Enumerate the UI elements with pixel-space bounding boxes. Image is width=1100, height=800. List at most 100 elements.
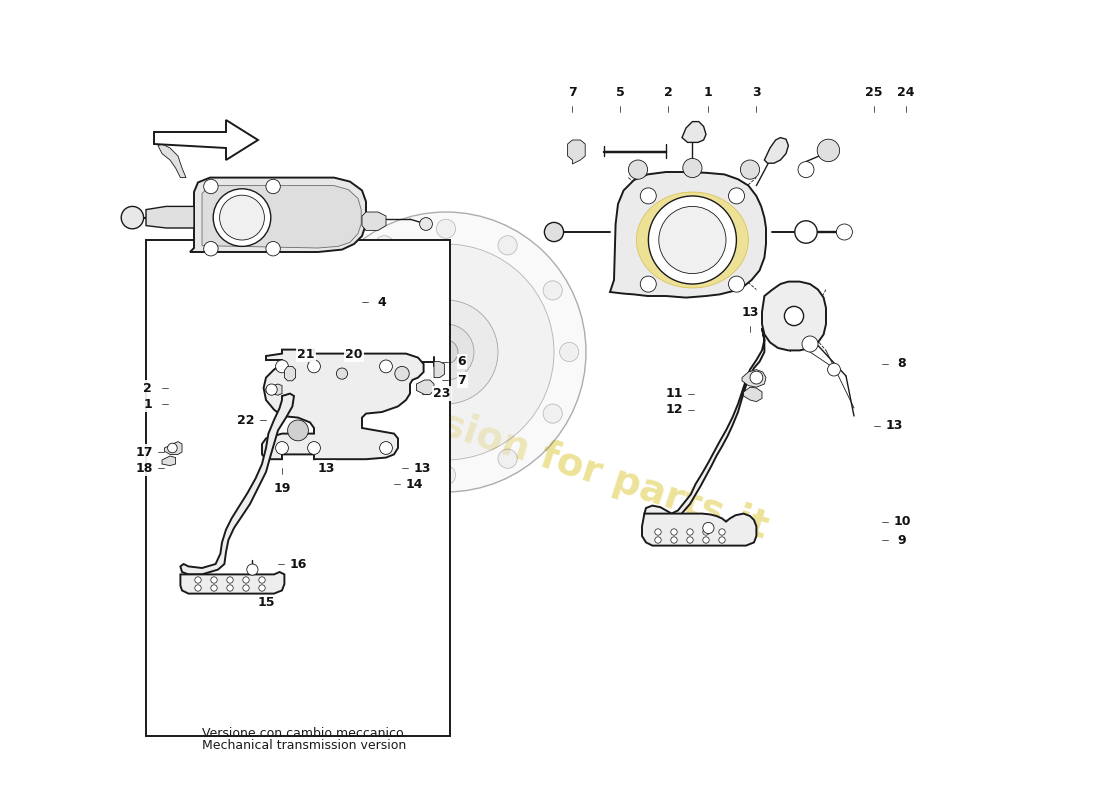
Polygon shape xyxy=(266,384,282,395)
Text: 18: 18 xyxy=(135,462,153,474)
Circle shape xyxy=(276,442,288,454)
Circle shape xyxy=(795,221,817,243)
Polygon shape xyxy=(154,120,258,160)
Circle shape xyxy=(220,195,264,240)
Circle shape xyxy=(227,585,233,591)
Text: 13: 13 xyxy=(317,462,334,474)
Text: 17: 17 xyxy=(135,446,153,458)
Circle shape xyxy=(686,537,693,543)
Circle shape xyxy=(419,218,432,230)
Polygon shape xyxy=(162,456,176,466)
Circle shape xyxy=(654,537,661,543)
Polygon shape xyxy=(764,138,789,163)
Polygon shape xyxy=(417,380,434,394)
Circle shape xyxy=(258,585,265,591)
Text: 1: 1 xyxy=(143,398,152,410)
Circle shape xyxy=(167,443,177,453)
Circle shape xyxy=(314,342,332,362)
Circle shape xyxy=(211,577,217,583)
Text: 24: 24 xyxy=(898,86,915,98)
Circle shape xyxy=(394,300,498,404)
Circle shape xyxy=(330,281,349,300)
Text: passion for parts.it: passion for parts.it xyxy=(363,382,772,546)
Circle shape xyxy=(395,366,409,381)
Circle shape xyxy=(544,222,563,242)
Polygon shape xyxy=(164,442,182,454)
Circle shape xyxy=(703,537,710,543)
Circle shape xyxy=(243,577,250,583)
Circle shape xyxy=(671,529,678,535)
Circle shape xyxy=(560,342,579,362)
Circle shape xyxy=(718,537,725,543)
Polygon shape xyxy=(610,172,766,298)
Circle shape xyxy=(379,360,393,373)
Circle shape xyxy=(817,139,839,162)
Circle shape xyxy=(628,160,648,179)
Circle shape xyxy=(836,224,852,240)
Polygon shape xyxy=(742,370,766,387)
Text: 19: 19 xyxy=(273,482,290,494)
Circle shape xyxy=(379,442,393,454)
Text: 7: 7 xyxy=(458,374,466,386)
Circle shape xyxy=(543,404,562,423)
Text: 2: 2 xyxy=(143,382,152,394)
Circle shape xyxy=(266,384,277,395)
Circle shape xyxy=(306,212,586,492)
Polygon shape xyxy=(180,572,285,594)
Circle shape xyxy=(683,158,702,178)
Circle shape xyxy=(728,188,745,204)
Circle shape xyxy=(121,206,144,229)
Polygon shape xyxy=(762,282,826,350)
Text: 13: 13 xyxy=(741,306,759,318)
Circle shape xyxy=(640,276,657,292)
Text: 25: 25 xyxy=(866,86,882,98)
Text: 16: 16 xyxy=(289,558,307,570)
Circle shape xyxy=(211,585,217,591)
Circle shape xyxy=(375,236,394,255)
Circle shape xyxy=(195,577,201,583)
Polygon shape xyxy=(285,366,296,381)
Polygon shape xyxy=(642,514,757,546)
Circle shape xyxy=(686,529,693,535)
Circle shape xyxy=(337,368,348,379)
Circle shape xyxy=(784,306,804,326)
Polygon shape xyxy=(744,387,762,402)
Circle shape xyxy=(437,219,455,238)
Text: 21: 21 xyxy=(297,348,315,361)
Text: 2: 2 xyxy=(664,86,673,98)
Circle shape xyxy=(827,363,840,376)
Text: 12: 12 xyxy=(666,403,683,416)
Polygon shape xyxy=(362,212,386,230)
Text: Versione con cambio meccanico: Versione con cambio meccanico xyxy=(202,727,404,740)
Text: 15: 15 xyxy=(257,596,275,609)
Text: 23: 23 xyxy=(433,387,451,400)
Text: 1: 1 xyxy=(704,86,713,98)
Text: 5: 5 xyxy=(616,86,625,98)
Circle shape xyxy=(308,442,320,454)
Polygon shape xyxy=(158,144,186,178)
Circle shape xyxy=(227,577,233,583)
Circle shape xyxy=(750,371,762,384)
Text: 11: 11 xyxy=(666,387,683,400)
Text: 13: 13 xyxy=(886,419,903,432)
Circle shape xyxy=(802,336,818,352)
Polygon shape xyxy=(645,328,764,526)
Circle shape xyxy=(798,162,814,178)
Circle shape xyxy=(246,564,258,575)
Text: 6: 6 xyxy=(458,355,466,368)
Circle shape xyxy=(434,340,458,364)
Circle shape xyxy=(648,196,736,284)
Ellipse shape xyxy=(637,192,748,288)
Polygon shape xyxy=(434,362,444,378)
Text: 13: 13 xyxy=(414,462,431,474)
Circle shape xyxy=(243,585,250,591)
Circle shape xyxy=(640,188,657,204)
Text: Mechanical transmission version: Mechanical transmission version xyxy=(202,739,406,752)
Bar xyxy=(146,240,450,736)
Circle shape xyxy=(375,449,394,468)
Circle shape xyxy=(308,360,320,373)
Circle shape xyxy=(718,529,725,535)
Circle shape xyxy=(728,276,745,292)
Circle shape xyxy=(703,522,714,534)
Polygon shape xyxy=(190,178,366,252)
